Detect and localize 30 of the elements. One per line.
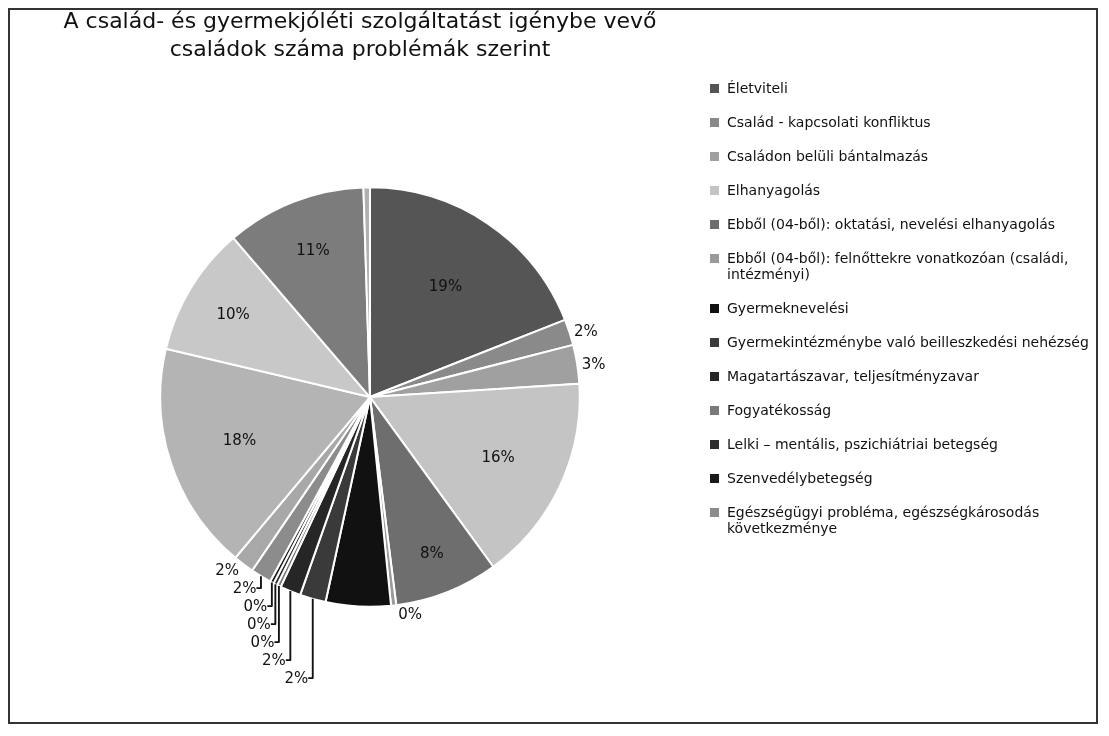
legend-label: Lelki – mentális, pszichiátriai betegség [727, 436, 998, 452]
legend-label: Ebből (04-ből): oktatási, nevelési elhanyagolás [727, 216, 1056, 232]
data-label: 3% [581, 355, 606, 374]
legend-label: Egészségügyi probléma, egészségkárosodás következménye [727, 504, 1041, 536]
chart-title: A család- és gyermekjóléti szolgáltatást igénybe vevő családok száma problémák szerint [63, 7, 657, 62]
data-label: 0% [247, 615, 271, 634]
data-label: 8% [419, 544, 444, 563]
data-label: 2% [232, 579, 257, 598]
legend-label: Családon belüli bántalmazás [727, 148, 929, 164]
legend-label: Ebből (04-ből): felnőttekre vonatkozóan (családi, intézményi) [727, 250, 1070, 282]
data-label: 0% [250, 633, 275, 652]
legend-label: Elhanyagolás [727, 182, 821, 198]
legend-label: Életviteli [727, 80, 788, 96]
data-label: 2% [262, 651, 286, 670]
data-label: 2% [284, 669, 309, 688]
data-label: 16% [481, 448, 515, 467]
legend-label: Szenvedélybetegség [727, 470, 873, 486]
legend-label: Gyermeknevelési [727, 300, 849, 316]
data-label: 2% [573, 322, 598, 341]
data-label: 19% [428, 276, 463, 295]
legend-label: Család - kapcsolati konfliktus [727, 114, 931, 130]
data-label: 0% [243, 597, 268, 616]
legend-label: Fogyatékosság [727, 402, 832, 418]
legend-label: Magatartászavar, teljesítményzavar [727, 368, 979, 384]
data-label: 0% [398, 605, 422, 624]
legend-label: Gyermekintézménybe való beilleszkedési nehézség [727, 334, 1089, 350]
data-label: 2% [215, 561, 240, 580]
data-label: 11% [296, 241, 330, 260]
data-label: 10% [216, 304, 250, 323]
data-label: 18% [222, 431, 257, 450]
